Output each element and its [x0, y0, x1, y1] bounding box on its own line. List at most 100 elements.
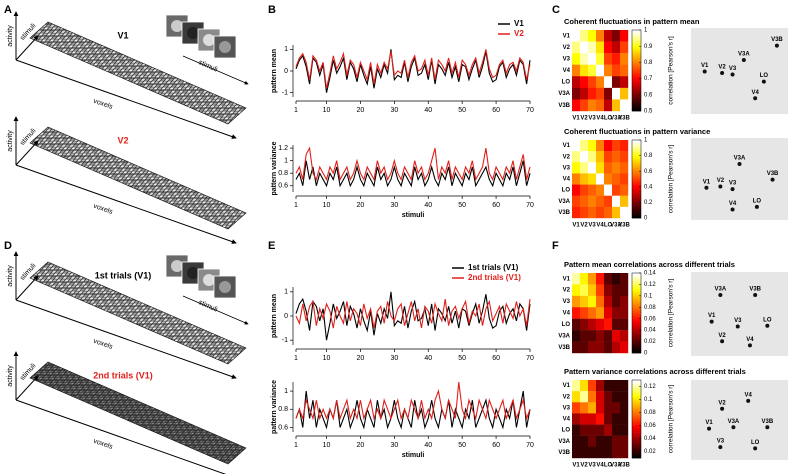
y-axis-label: pattern variance — [271, 380, 278, 434]
colorbar-tick-label: 0.06 — [644, 423, 656, 429]
heatmap-cell — [604, 64, 613, 77]
axis-stimuli — [15, 140, 39, 166]
heatmap-cell — [612, 341, 621, 354]
mds-label: V4 — [745, 392, 753, 398]
colorbar-step — [632, 100, 641, 104]
colorbar-step — [632, 48, 641, 51]
heatmap-cell — [604, 99, 613, 112]
heatmap-cell — [572, 413, 581, 425]
heatmap-cell — [620, 184, 629, 196]
heatmap-cell — [580, 87, 589, 100]
x-tick-label: 70 — [526, 442, 534, 449]
row-label: V3 — [563, 299, 571, 305]
heatmap-cell — [572, 446, 581, 459]
heatmap-cell — [572, 184, 581, 196]
colorbar-tick-label: 0.08 — [644, 305, 656, 311]
colorbar-tick-label: 0.08 — [644, 410, 656, 416]
colorbar-step — [632, 210, 641, 213]
voxel-slab — [29, 261, 247, 365]
heatmap-cell — [588, 195, 597, 208]
legend-label: 2nd trials (V1) — [468, 273, 521, 282]
panel-label: D — [4, 240, 12, 252]
colorbar-tick-label: 0.8 — [644, 153, 653, 159]
area-label: 1st trials (V1) — [95, 270, 152, 280]
colorbar-step — [632, 341, 641, 344]
heatmap-cell — [588, 391, 597, 403]
colorbar-tick-label: 1 — [644, 28, 648, 34]
heatmap-cell — [596, 391, 605, 403]
heatmap-cell — [596, 295, 605, 308]
colorbar-step — [632, 325, 641, 328]
heatmap-cell — [580, 446, 589, 459]
colorbar-step — [632, 175, 641, 178]
heatmap-cell — [572, 195, 581, 208]
legend-label: V1 — [514, 19, 524, 28]
column-label: V4 — [596, 463, 604, 469]
colorbar-step — [632, 82, 641, 85]
colorbar-tick-label: 0.02 — [644, 449, 656, 455]
row-label: V2 — [563, 288, 571, 294]
heatmap-cell — [596, 151, 605, 163]
x-tick-label: 30 — [390, 442, 398, 449]
colorbar-step — [632, 339, 641, 342]
heatmap-cell — [580, 307, 589, 319]
stimulus-object — [203, 274, 215, 286]
heatmap-cell — [588, 446, 597, 459]
colorbar-step — [632, 155, 641, 158]
heatmap-cell — [580, 391, 589, 403]
heatmap-cell — [580, 151, 589, 163]
heatmap-cell — [620, 446, 629, 459]
heatmap-cell — [580, 99, 589, 112]
colorbar-step — [632, 194, 641, 197]
mds-label: LO — [753, 198, 762, 204]
colorbar-step — [632, 444, 641, 447]
colorbar-step — [632, 301, 641, 304]
heatmap-cell — [604, 284, 613, 297]
mds-point — [709, 319, 714, 324]
axis-label: voxels — [92, 203, 114, 216]
column-label: V3 — [588, 116, 596, 122]
colorbar-tick-label: 0.4 — [644, 184, 653, 190]
heatmap-cell — [596, 173, 605, 185]
heatmap-cell — [612, 307, 621, 319]
series-line — [295, 390, 531, 430]
row-label: V3B — [558, 210, 570, 216]
colorbar-step — [632, 297, 641, 300]
x-tick-label: 30 — [390, 355, 398, 362]
colorbar-step — [632, 66, 641, 69]
heatmap-cell — [572, 380, 581, 392]
mds-label: V4 — [729, 201, 737, 207]
colorbar-step — [632, 313, 641, 316]
x-tick-label: 10 — [323, 107, 331, 114]
colorbar-step — [632, 347, 641, 350]
colorbar-step — [632, 159, 641, 162]
colorbar-tick-label: 0.1 — [644, 397, 653, 403]
colorbar-step — [632, 34, 641, 37]
colorbar-tick-label: 0.5 — [644, 109, 653, 115]
heatmap-cell — [604, 140, 613, 152]
mds-panel — [691, 28, 788, 114]
x-tick-label: 40 — [424, 107, 432, 114]
x-tick-label: 1 — [294, 202, 298, 209]
column-label: V2 — [580, 116, 588, 122]
heatmap-cell — [580, 295, 589, 308]
colorbar-step — [632, 446, 641, 449]
x-tick-label: 50 — [458, 202, 466, 209]
heatmap-cell — [588, 87, 597, 100]
x-tick-label: 70 — [526, 355, 534, 362]
heatmap-cell — [588, 380, 597, 392]
heatmap-cell — [620, 380, 629, 392]
colorbar-tick-label: 0.02 — [644, 339, 656, 345]
mds-point — [720, 339, 725, 344]
mds-label: V1 — [705, 420, 713, 426]
series-line — [295, 49, 531, 89]
y-axis-label: pattern mean — [271, 49, 278, 93]
row-label: LO — [562, 322, 571, 328]
colorbar-step — [632, 74, 641, 77]
axis-stimuli-thumbs — [182, 55, 249, 85]
series-line — [295, 291, 531, 341]
series-line — [295, 298, 531, 329]
heatmap-cell — [612, 380, 621, 392]
heatmap-cell — [604, 318, 613, 331]
column-label: V3 — [588, 463, 596, 469]
